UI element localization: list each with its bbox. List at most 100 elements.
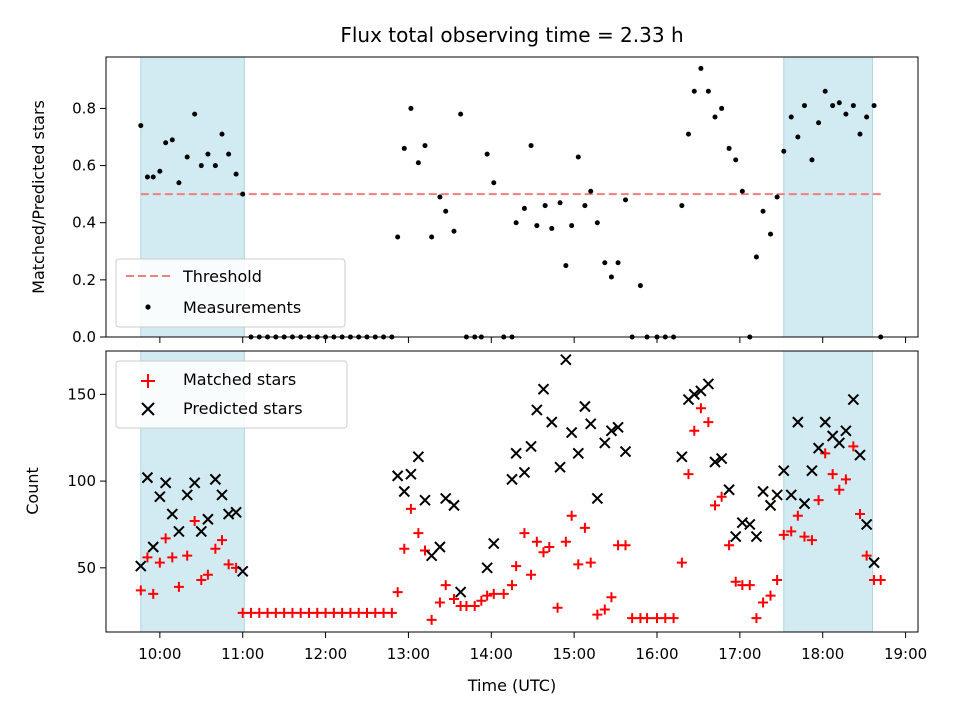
predicted-star-point [579, 400, 591, 413]
matched-star-point [579, 522, 590, 533]
matched-star-point [875, 574, 886, 585]
matched-star-point [716, 491, 727, 502]
measurement-point [451, 228, 457, 234]
measurement-point [781, 148, 787, 154]
predicted-star-point [619, 445, 632, 458]
measurement-point [408, 105, 414, 111]
predicted-star-point [565, 426, 578, 439]
matched-star-point [730, 576, 741, 587]
measurement-point [513, 220, 519, 226]
predicted-star-point [806, 464, 818, 477]
predicted-star-point [230, 506, 242, 519]
legend-matched-label: Matched stars [183, 370, 296, 389]
predicted-star-point [605, 425, 618, 437]
matched-star-point [507, 580, 517, 591]
highlight-band [783, 56, 873, 338]
predicted-star-point [785, 489, 797, 501]
measurement-point [163, 140, 169, 146]
measurement-point [184, 154, 190, 160]
predicted-star-point [518, 466, 531, 479]
measurement-point [528, 143, 534, 149]
matched-star-point [848, 441, 859, 452]
matched-star-point [498, 588, 509, 599]
matched-star-point [695, 403, 706, 414]
predicted-star-point [819, 416, 831, 428]
matched-star-point [703, 417, 714, 428]
predicted-star-point [744, 518, 756, 531]
predicted-star-point [730, 530, 742, 543]
measurement-point [422, 143, 428, 149]
matched-star-point [855, 509, 865, 520]
matched-star-point [813, 495, 824, 506]
measurement-point [864, 114, 870, 120]
x-tick-label: 12:00 [304, 645, 347, 663]
measurement-point [733, 157, 739, 163]
y-tick-label: 0.8 [72, 99, 96, 117]
ratio-panel: 0.00.20.40.60.8 Matched/Predicted stars … [29, 56, 919, 346]
matched-star-point [405, 503, 416, 514]
legend-measurements-marker [145, 304, 151, 310]
x-tick-label: 11:00 [221, 645, 264, 663]
predicted-star-point [531, 404, 543, 416]
top-highlight-bands [140, 56, 873, 338]
legend-measurements-label: Measurements [183, 298, 301, 317]
y-tick-label: 0.6 [72, 157, 96, 175]
highlight-band [783, 350, 873, 633]
measurement-point [850, 103, 856, 109]
x-tick-label: 13:00 [387, 645, 430, 663]
measurement-point [843, 111, 849, 117]
top-y-axis-ticks: 0.0 0.2 0.4 0.6 0.8 [72, 99, 106, 346]
predicted-star-point [715, 452, 728, 465]
y-tick-label: 100 [67, 472, 96, 490]
predicted-star-points [135, 353, 880, 598]
matched-star-point [426, 614, 437, 625]
predicted-star-point [709, 456, 721, 468]
matched-star-point [772, 574, 783, 585]
matched-star-point [758, 597, 769, 608]
bottom-legend-box [115, 360, 348, 429]
matched-star-point [751, 613, 762, 624]
top-legend: Threshold Measurements [115, 258, 346, 328]
measurement-point [575, 154, 581, 160]
predicted-star-point [481, 562, 493, 574]
predicted-star-point [434, 541, 446, 553]
matched-star-point [806, 535, 817, 546]
predicted-star-point [135, 560, 147, 572]
measurement-point [594, 220, 600, 226]
predicted-star-point [147, 541, 159, 553]
measurement-point [240, 191, 246, 197]
bottom-x-axis-ticks: 10:00 11:00 12:00 13:00 14:00 15:00 16:00 17:00… [138, 632, 927, 663]
predicted-star-point [391, 470, 404, 482]
predicted-star-point [750, 530, 763, 543]
predicted-star-point [173, 525, 185, 538]
predicted-star-point [405, 468, 417, 480]
predicted-star-point [723, 484, 735, 496]
predicted-star-point [202, 513, 214, 525]
predicted-star-point [448, 499, 460, 512]
measurement-point [429, 234, 435, 240]
measurement-point [774, 194, 780, 200]
measurement-point [192, 111, 198, 117]
predicted-star-point [546, 416, 558, 428]
predicted-star-point [209, 473, 222, 486]
measurement-point [816, 120, 822, 126]
matched-star-point [668, 613, 679, 624]
measurement-point [219, 131, 225, 137]
measurement-point [491, 180, 497, 186]
chart-title: Flux total observing time = 2.33 h [340, 23, 683, 47]
measurement-point [588, 188, 594, 194]
matched-star-point [223, 559, 234, 570]
predicted-star-point [398, 485, 410, 498]
predicted-star-point [764, 499, 777, 512]
y-tick-label: 0.2 [72, 271, 96, 289]
matched-star-point [386, 607, 397, 618]
matched-star-point [392, 587, 403, 598]
predicted-star-point [237, 565, 249, 577]
matched-star-point [724, 540, 735, 551]
top-y-axis-label: Matched/Predicted stars [29, 100, 48, 294]
measurement-point [212, 163, 218, 169]
measurement-point [395, 234, 401, 240]
bottom-y-axis-label: Count [23, 467, 42, 515]
predicted-star-point [488, 537, 500, 550]
predicted-star-point [195, 525, 207, 538]
